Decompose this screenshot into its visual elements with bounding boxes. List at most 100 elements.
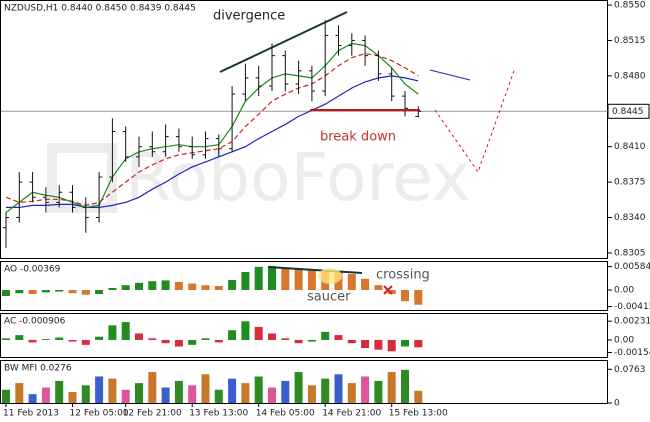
mfi-title: BW MFI 0.0276 bbox=[4, 364, 72, 374]
histogram-bar bbox=[55, 290, 64, 292]
x-tick-label: 14 Feb 05:00 bbox=[256, 409, 315, 419]
histogram-bar bbox=[108, 378, 117, 403]
histogram-bar bbox=[174, 380, 183, 403]
moving-average bbox=[5, 42, 419, 213]
histogram-bar bbox=[294, 269, 303, 290]
y-tick-label: -0.00154 bbox=[614, 348, 650, 358]
divergence-line bbox=[219, 11, 348, 73]
histogram-bar bbox=[254, 326, 263, 340]
histogram-bar bbox=[148, 372, 157, 403]
histogram-bar bbox=[361, 339, 370, 349]
histogram-bar bbox=[321, 331, 330, 340]
ac-title: AC -0.000906 bbox=[4, 317, 66, 327]
histogram-bar bbox=[28, 394, 37, 403]
histogram-bar bbox=[307, 339, 316, 342]
histogram-bar bbox=[321, 378, 330, 403]
histogram-bar bbox=[68, 391, 77, 403]
histogram-bar bbox=[361, 278, 370, 290]
histogram-bar bbox=[254, 376, 263, 403]
histogram-bar bbox=[228, 378, 237, 403]
y-tick-label: 0.8305 bbox=[614, 248, 646, 258]
blue-projection bbox=[429, 69, 471, 81]
histogram-bar bbox=[387, 339, 396, 352]
histogram-bar bbox=[268, 266, 276, 290]
histogram-bar bbox=[174, 282, 183, 290]
histogram-bar bbox=[108, 288, 117, 290]
histogram-bar bbox=[121, 285, 130, 290]
histogram-bar bbox=[254, 266, 263, 290]
annotation: break down bbox=[320, 130, 396, 145]
histogram-bar bbox=[374, 339, 383, 350]
y-tick-label: 0.002317 bbox=[614, 317, 650, 327]
histogram-bar bbox=[174, 339, 183, 347]
histogram-bar bbox=[294, 372, 303, 403]
histogram-bar bbox=[121, 322, 130, 340]
annotation: saucer bbox=[307, 290, 351, 305]
histogram-bar bbox=[414, 339, 423, 348]
histogram-bar bbox=[161, 339, 170, 344]
histogram-bar bbox=[188, 339, 197, 345]
y-tick-label: 0.00 bbox=[614, 286, 634, 296]
last-price-box bbox=[607, 103, 650, 119]
y-tick-label: 0.00584 bbox=[614, 262, 650, 272]
histogram-bar bbox=[241, 272, 250, 290]
histogram-bar bbox=[201, 338, 210, 340]
y-tick-label: 0.00 bbox=[614, 335, 634, 345]
histogram-bar bbox=[15, 383, 24, 403]
histogram-bar bbox=[401, 369, 409, 403]
histogram-bar bbox=[95, 376, 104, 403]
histogram-bar bbox=[241, 383, 250, 403]
histogram-bar bbox=[161, 280, 170, 290]
histogram-bar bbox=[387, 290, 396, 294]
histogram-bar bbox=[347, 383, 356, 403]
y-tick-label: 0.8410 bbox=[614, 142, 646, 152]
histogram-bar bbox=[81, 339, 90, 345]
last-price-label: 0.8445 bbox=[612, 107, 644, 117]
histogram-bar bbox=[2, 338, 10, 340]
histogram-bar bbox=[15, 290, 24, 294]
watermark-text: RoboForex bbox=[125, 139, 471, 216]
histogram-bar bbox=[135, 333, 143, 340]
x-tick-label: 15 Feb 13:00 bbox=[389, 409, 448, 419]
histogram-bar bbox=[374, 285, 383, 290]
mfi-frame bbox=[0, 360, 608, 404]
saucer-highlight bbox=[318, 268, 342, 284]
ao-divergence bbox=[267, 266, 363, 274]
x-tick-label: 12 Feb 05:00 bbox=[70, 409, 129, 419]
histogram-bar bbox=[81, 385, 90, 403]
y-tick-label: 0 bbox=[614, 399, 620, 409]
histogram-bar bbox=[68, 339, 77, 342]
histogram-bar bbox=[135, 282, 143, 290]
x-tick-label: 14 Feb 21:00 bbox=[322, 409, 381, 419]
histogram-bar bbox=[214, 286, 223, 290]
histogram-bar bbox=[41, 339, 50, 340]
watermark: RoboForex bbox=[47, 139, 471, 216]
histogram-bar bbox=[95, 336, 104, 340]
histogram-bar bbox=[15, 335, 24, 340]
histogram-bar bbox=[361, 376, 370, 403]
histogram-bar bbox=[414, 390, 423, 403]
y-tick-label: 0.8550 bbox=[614, 1, 646, 11]
histogram-bar bbox=[347, 339, 356, 344]
histogram-bar bbox=[228, 330, 237, 340]
histogram-bar bbox=[201, 374, 210, 403]
y-tick-label: 0.8480 bbox=[614, 71, 646, 81]
ao-title: AO -0.00369 bbox=[4, 265, 61, 275]
histogram-bar bbox=[268, 333, 276, 340]
y-tick-label: -0.00415 bbox=[614, 302, 650, 312]
histogram-bar bbox=[28, 290, 37, 294]
histogram-bar bbox=[294, 339, 303, 344]
y-tick-label: 0.8515 bbox=[614, 36, 646, 46]
histogram-bar bbox=[281, 267, 290, 290]
y-tick-label: 0.0763 bbox=[614, 365, 646, 375]
histogram-bar bbox=[148, 281, 157, 290]
ao-frame bbox=[0, 261, 608, 311]
histogram-bar bbox=[268, 387, 276, 403]
histogram-bar bbox=[214, 339, 223, 343]
histogram-bar bbox=[334, 335, 343, 340]
histogram-bar bbox=[374, 380, 383, 403]
histogram-bar bbox=[281, 338, 290, 340]
histogram-bar bbox=[55, 380, 64, 403]
